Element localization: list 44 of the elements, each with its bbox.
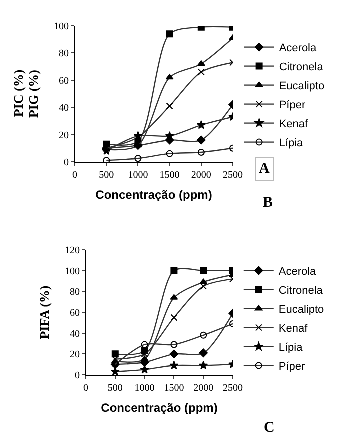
x-tick-label: 1500 [160, 170, 180, 181]
y-tick-label: 20 [70, 350, 80, 361]
legend-label: Píper [278, 361, 306, 374]
legend-label: Lípia [278, 342, 304, 354]
y-tick-label: 40 [59, 103, 69, 114]
legend-label: Lípia [279, 138, 304, 150]
x-tick-label: 2000 [194, 383, 214, 394]
x-tick-label: 1500 [164, 383, 184, 394]
y-tick-label: 80 [70, 287, 80, 298]
legend-label: Acerola [279, 42, 318, 55]
legend-label: Píper [279, 100, 306, 112]
y-tick-label: 0 [75, 370, 80, 382]
x-tick-label: 2500 [223, 170, 243, 181]
y-axis-title: PIFA (%) [36, 286, 52, 340]
legend-label: Kenaf [278, 323, 309, 336]
y-tick-label: 100 [54, 22, 69, 32]
text: A [259, 161, 270, 177]
x-tick-label: 500 [99, 170, 114, 181]
x-tick-label: 500 [108, 383, 123, 394]
legend-label: Acerola [278, 266, 318, 278]
x-tick-label: 2500 [223, 383, 243, 394]
legend-label: Citronela [279, 62, 324, 74]
y-tick-label: 100 [65, 266, 80, 278]
y-axis-title: PIG (%) [26, 70, 41, 118]
y-tick-label: 60 [59, 76, 69, 87]
x-axis-title: Concentração (ppm) [101, 400, 218, 415]
x-tick-label: 1000 [134, 383, 155, 394]
y-tick-label: 80 [59, 48, 69, 60]
legend-label: Citronela [278, 285, 324, 298]
text: C [264, 420, 275, 433]
y-tick-label: 40 [70, 328, 80, 340]
legend-label: Eucalipto [278, 304, 324, 316]
y-tick-label: 120 [65, 246, 80, 256]
text: B [263, 195, 274, 211]
y-tick-label: 0 [64, 158, 69, 168]
y-tick-label: 60 [70, 308, 80, 319]
y-tick-label: 20 [59, 130, 69, 142]
x-tick-label: 2000 [191, 170, 212, 181]
x-axis-title: Concentração (ppm) [96, 188, 212, 202]
x-tick-label: 0 [84, 383, 88, 394]
x-tick-label: 1000 [128, 170, 148, 181]
legend-label: Eucalipto [279, 80, 325, 93]
text: PIC (%) [11, 70, 26, 118]
legend-label: Kenaf [279, 118, 310, 131]
